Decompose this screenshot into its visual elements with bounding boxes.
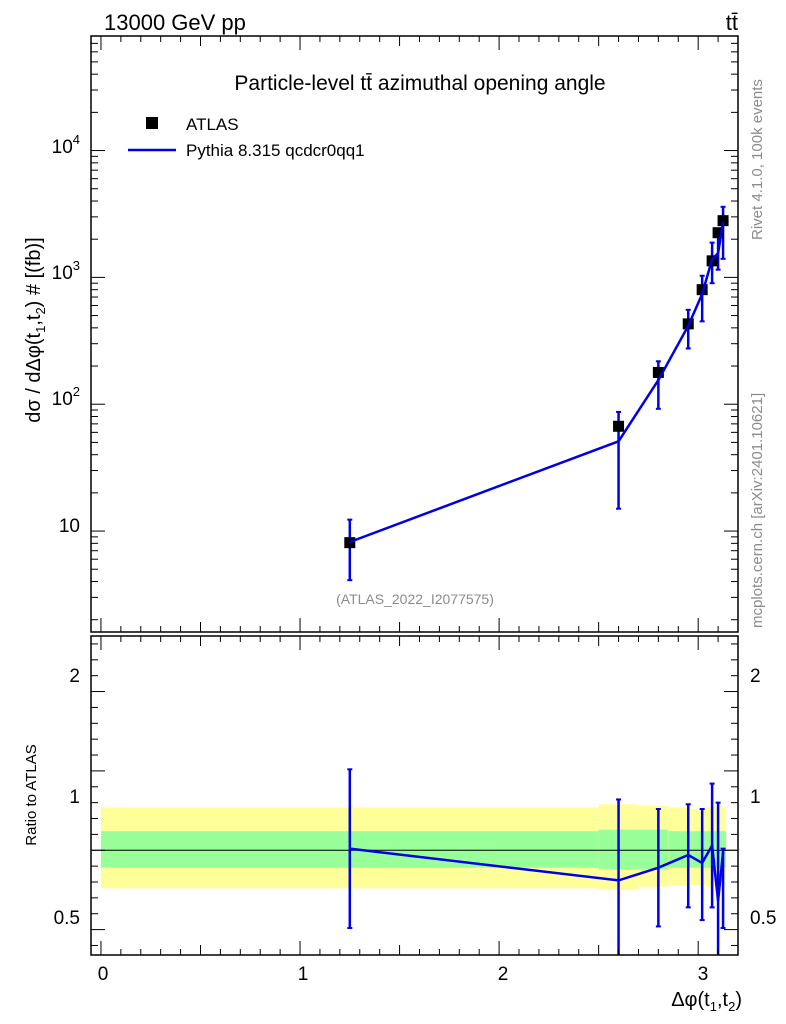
energy-label: 13000 GeV pp bbox=[104, 10, 246, 35]
svg-text:Ratio to ATLAS: Ratio to ATLAS bbox=[23, 744, 40, 845]
svg-text:dσ / dΔφ(t1,t2) # [(fb)]: dσ / dΔφ(t1,t2) # [(fb)] bbox=[23, 237, 48, 422]
x-tick-label-3: 3 bbox=[698, 964, 709, 985]
x-tick-labels: 0 1 2 3 bbox=[98, 964, 709, 985]
ratio-plot-marks bbox=[347, 768, 726, 955]
atlas-data-point bbox=[344, 537, 356, 549]
svg-text:Rivet 4.1.0, 100k events: Rivet 4.1.0, 100k events bbox=[749, 79, 766, 240]
ratio-tick-label-2-right: 2 bbox=[750, 666, 761, 687]
atlas-data-point bbox=[613, 420, 625, 432]
ratio-tick-label-1-right: 1 bbox=[750, 787, 761, 808]
ratio-tick-label-0.5-right: 0.5 bbox=[750, 908, 776, 929]
y-tick-label-10000: 104 bbox=[52, 132, 80, 158]
ratio-y-tick-labels: 0.5 1 2 0.5 1 2 bbox=[54, 666, 777, 929]
x-axis-title: Δφ(t1,t2) bbox=[671, 989, 742, 1014]
process-label: tt̄ bbox=[726, 10, 738, 35]
main-y-axis-title: dσ / dΔφ(t1,t2) # [(fb)] bbox=[23, 237, 48, 422]
pythia-line bbox=[349, 221, 725, 544]
atlas-data-point bbox=[717, 215, 729, 227]
main-y-tick-labels: 10 102 103 104 bbox=[52, 132, 80, 537]
plot-title: Particle-level tt̄ azimuthal opening ang… bbox=[234, 72, 605, 95]
ratio-line bbox=[349, 841, 725, 902]
legend: ATLAS Pythia 8.315 qcdcr0qq1 bbox=[128, 115, 365, 160]
ratio-tick-label-0.5: 0.5 bbox=[54, 908, 80, 929]
y-tick-label-10: 10 bbox=[59, 516, 80, 537]
ratio-tick-label-2: 2 bbox=[69, 666, 80, 687]
x-tick-label-2: 2 bbox=[498, 964, 509, 985]
ratio-tick-label-1: 1 bbox=[69, 787, 80, 808]
axis-ticks bbox=[91, 35, 739, 955]
plot-frames bbox=[90, 35, 739, 956]
x-tick-label-0: 0 bbox=[98, 964, 109, 985]
y-tick-label-100: 102 bbox=[52, 384, 80, 410]
ratio-plot-frame bbox=[90, 635, 739, 956]
ratio-y-axis-title: Ratio to ATLAS bbox=[23, 744, 40, 845]
source-label: mcplots.cern.ch [arXiv:2401.10621] bbox=[749, 393, 766, 628]
atlas-data-point bbox=[712, 227, 724, 239]
rivet-label: Rivet 4.1.0, 100k events bbox=[749, 79, 766, 240]
legend-marker-atlas bbox=[146, 117, 158, 129]
legend-label-pythia: Pythia 8.315 qcdcr0qq1 bbox=[186, 141, 365, 160]
main-plot-marks bbox=[344, 205, 729, 582]
analysis-tag: (ATLAS_2022_I2077575) bbox=[336, 591, 494, 607]
atlas-data-point bbox=[652, 366, 664, 378]
legend-label-atlas: ATLAS bbox=[186, 115, 239, 134]
ratio-band-inner bbox=[638, 829, 669, 870]
x-tick-label-1: 1 bbox=[298, 964, 309, 985]
svg-text:mcplots.cern.ch [arXiv:2401.10: mcplots.cern.ch [arXiv:2401.10621] bbox=[749, 393, 766, 628]
y-tick-label-1000: 103 bbox=[52, 258, 80, 284]
main-plot-frame bbox=[90, 35, 739, 633]
ratio-band-inner bbox=[668, 831, 693, 868]
